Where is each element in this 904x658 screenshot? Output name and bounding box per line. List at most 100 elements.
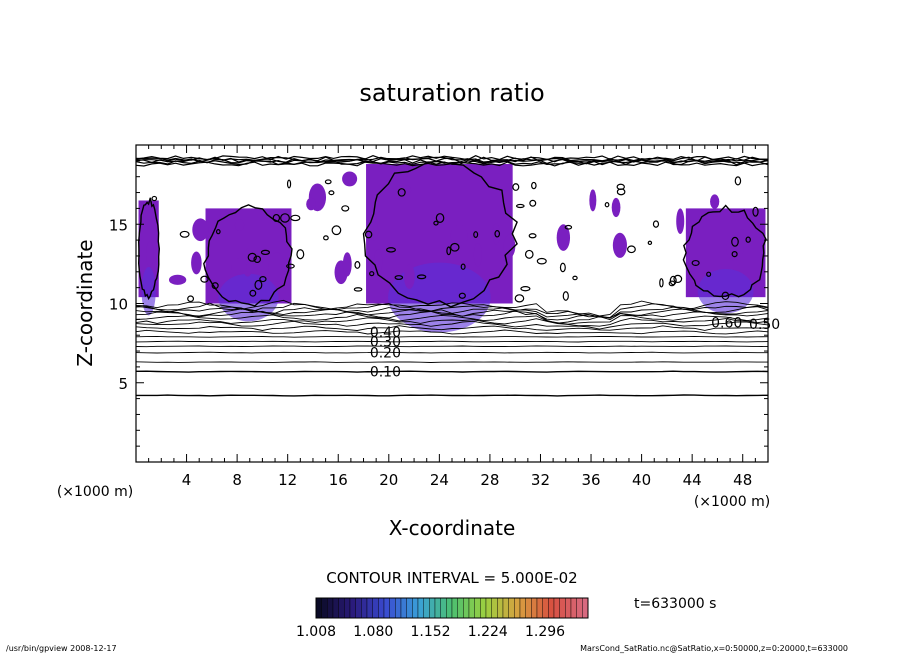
contour-blob xyxy=(512,183,520,191)
y-tick-label: 15 xyxy=(109,216,128,234)
shaded-blob xyxy=(403,264,415,289)
shaded-blob xyxy=(492,223,500,245)
colorbar-cell xyxy=(321,597,328,619)
contour-line xyxy=(135,329,769,335)
x-tick-label: 12 xyxy=(278,471,297,489)
shaded-blob xyxy=(234,219,245,232)
contour-blob xyxy=(524,249,534,259)
colorbar-cell xyxy=(502,597,509,619)
shaded-blob xyxy=(589,189,597,212)
contour-blob xyxy=(394,275,404,280)
shaded-core xyxy=(218,273,279,322)
contour-blob xyxy=(259,275,267,283)
contour-line xyxy=(136,394,769,397)
z-unit-label: (×1000 m) xyxy=(57,484,133,500)
colorbar-cell xyxy=(570,597,577,619)
colorbar-cell xyxy=(395,597,402,619)
contour-blob xyxy=(416,274,427,280)
contour-blob xyxy=(460,263,466,270)
contour-blob xyxy=(616,188,626,196)
colorbar-tick-label: 1.152 xyxy=(410,624,450,640)
colorbar-cell xyxy=(383,597,390,619)
x-axis-ticks: 4 8 12 16 20 24 28 32 36 40 44 48 xyxy=(148,145,756,489)
contour-value-label: 0.50 xyxy=(749,317,780,333)
colorbar-cell xyxy=(468,597,475,619)
contour-blob xyxy=(731,251,738,258)
shaded-blob xyxy=(473,243,482,267)
contour-blob xyxy=(254,279,263,290)
footer-right: MarsCond_SatRatio.nc@SatRatio,x=0:50000,… xyxy=(580,644,848,653)
contour-blob xyxy=(734,176,742,186)
contour-blob xyxy=(331,225,342,236)
colorbar-cell xyxy=(446,597,453,619)
contour-blob xyxy=(458,292,466,299)
colorbar-cell xyxy=(406,597,413,619)
y-tick-label: 10 xyxy=(109,296,128,314)
colorbar-cell xyxy=(417,597,424,619)
x-tick-label: 32 xyxy=(531,471,550,489)
contour-blob xyxy=(446,246,452,256)
contour-line xyxy=(135,361,768,363)
colorbar-cell xyxy=(338,597,345,619)
shaded-core xyxy=(697,268,754,314)
contour-blob xyxy=(752,206,759,217)
contour-line xyxy=(135,310,769,324)
colorbar-cell xyxy=(423,597,430,619)
contour-blob xyxy=(249,289,257,297)
colorbar-cell xyxy=(344,597,351,619)
contour-blob xyxy=(669,275,677,286)
colorbar-cell xyxy=(514,597,521,619)
colorbar-cell xyxy=(327,597,334,619)
x-unit-label: (×1000 m) xyxy=(694,494,770,510)
x-tick-label: 36 xyxy=(581,471,600,489)
contour-blob xyxy=(253,255,262,264)
contour-blob xyxy=(514,294,525,303)
plot-area: 0.100.200.300.40 0.500.60 4 8 12 16 20 24 28 32 3… xyxy=(109,144,780,489)
contour-blob xyxy=(604,202,610,208)
region-outline xyxy=(362,160,518,308)
colorbar-cell xyxy=(440,597,447,619)
region-outline xyxy=(203,204,293,307)
contour-value-label: 0.10 xyxy=(370,365,401,381)
contour-blob xyxy=(673,274,683,284)
contour-blob xyxy=(179,230,190,238)
region-outline xyxy=(137,197,161,301)
colorbar-cell xyxy=(542,597,549,619)
contour-blob xyxy=(559,262,566,273)
contour-line xyxy=(135,351,768,354)
contour-line-top xyxy=(135,155,769,161)
colorbar-cell xyxy=(565,597,572,619)
contour-blob xyxy=(324,179,332,185)
contour-line xyxy=(135,340,769,343)
contour-blob xyxy=(187,295,195,303)
contour-blob xyxy=(280,213,290,223)
contour-blob xyxy=(450,242,460,252)
colorbar-cell xyxy=(474,597,481,619)
colorbar-cell xyxy=(400,597,407,619)
contour-blob xyxy=(731,236,739,247)
contour-blob xyxy=(473,231,479,238)
contour-blob xyxy=(435,213,445,223)
contour-labels: 0.10 0.200.300.40 0.50 0.60 xyxy=(370,316,780,381)
colorbar-cell xyxy=(531,597,538,619)
contour-blob xyxy=(564,224,573,230)
colorbar-cell xyxy=(389,597,396,619)
colorbar-cell xyxy=(548,597,555,619)
x-tick-label: 24 xyxy=(430,471,449,489)
contour-line xyxy=(135,317,769,327)
colorbar-cell xyxy=(463,597,470,619)
x-tick-label: 20 xyxy=(379,471,398,489)
x-tick-label: 44 xyxy=(683,471,702,489)
colorbar-cell xyxy=(582,597,589,619)
contour-blob xyxy=(200,275,209,283)
contour-blob xyxy=(286,179,292,189)
contour-blob xyxy=(652,220,660,228)
shaded-blob xyxy=(710,194,720,209)
shaded-blob xyxy=(676,208,685,235)
contour-line xyxy=(135,320,769,330)
contour-blob xyxy=(341,205,350,212)
colorbar-cell xyxy=(434,597,441,619)
y-axis-ticks: 5 10 15 xyxy=(109,160,768,447)
chart-title: saturation ratio xyxy=(359,79,544,107)
